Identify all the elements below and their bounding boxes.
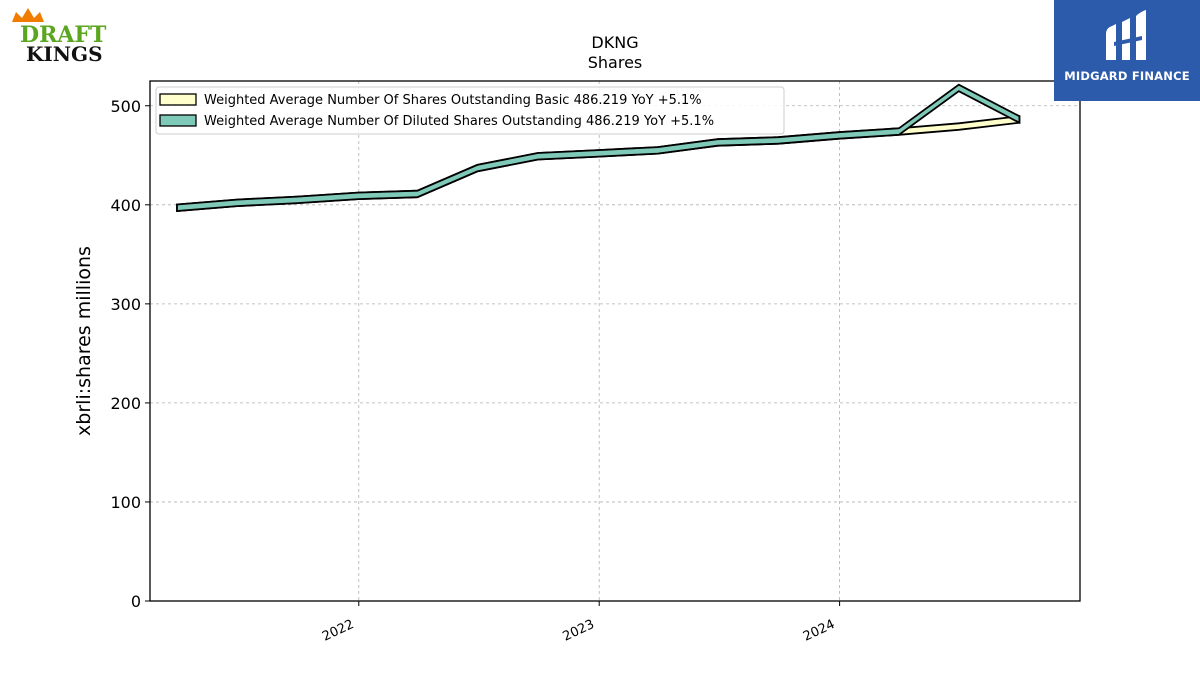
y-tick-label: 200: [110, 394, 141, 413]
midgard-finance-name: MIDGARD FINANCE: [1064, 69, 1190, 83]
legend-swatch-basic: [159, 93, 197, 106]
chart-title: DKNG: [591, 33, 638, 52]
chart-subtitle: Shares: [588, 53, 643, 72]
midgard-finance-logo: MIDGARD FINANCE: [1054, 0, 1200, 101]
legend: Weighted Average Number Of Shares Outsta…: [155, 86, 785, 135]
logo-line-1: DRAFT: [20, 22, 107, 48]
legend-box: [155, 86, 785, 135]
y-axis-label: xbrli:shares millions: [73, 246, 95, 436]
draftkings-logo: DRAFT KINGS: [6, 4, 122, 66]
y-tick-label: 400: [110, 196, 141, 215]
legend-label-basic: Weighted Average Number Of Shares Outsta…: [204, 93, 702, 108]
x-axis: 2022 2023 2024: [320, 601, 841, 645]
logo-line-2: KINGS: [26, 42, 103, 66]
plot-frame: [149, 80, 1081, 602]
x-tick-label: 2024: [801, 617, 837, 645]
midgard-emblem-icon: [1106, 10, 1146, 60]
y-tick-label: 500: [110, 97, 141, 116]
series-line-diluted: [176, 83, 1021, 212]
y-tick-label: 0: [131, 592, 141, 611]
grid-lines: [150, 81, 1080, 601]
y-tick-label: 100: [110, 493, 141, 512]
legend-label-diluted: Weighted Average Number Of Diluted Share…: [204, 114, 714, 129]
series-lines: [176, 83, 1021, 212]
crown-icon: [12, 8, 44, 22]
x-tick-label: 2023: [561, 617, 597, 645]
y-axis: 0 100 200 300 400 500: [110, 97, 150, 611]
x-tick-label: 2022: [320, 617, 356, 645]
y-tick-label: 300: [110, 295, 141, 314]
legend-swatch-diluted: [159, 114, 197, 127]
